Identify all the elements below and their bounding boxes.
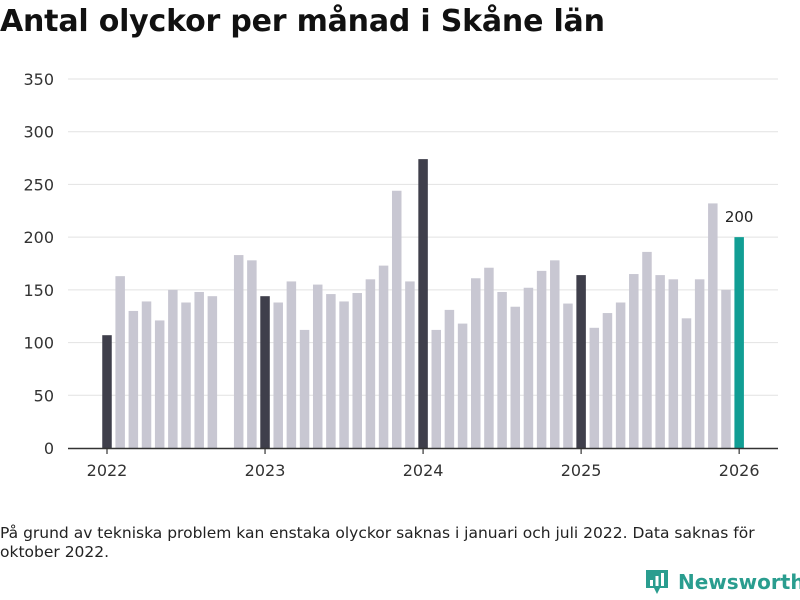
- bar-2024-06: [484, 267, 494, 448]
- bar-2024-08: [510, 306, 521, 448]
- latest-value-label: 200: [725, 208, 754, 226]
- bar-2024-03: [444, 309, 455, 448]
- bar-2023-06: [326, 294, 336, 448]
- bar-2022-02: [115, 276, 125, 448]
- bar-2023-05: [312, 284, 323, 448]
- bar-2023-09: [365, 279, 376, 448]
- bar-2022-05: [154, 320, 165, 448]
- bar-2022-11: [233, 255, 244, 448]
- data-labels: 200: [725, 208, 754, 226]
- x-tick-label: 2025: [561, 461, 602, 480]
- bar-2025-10: [694, 279, 705, 448]
- bar-2024-09: [523, 287, 534, 448]
- bar-2025-11: [708, 203, 718, 448]
- bar-2025-04: [615, 302, 626, 448]
- bar-2022-01: [102, 335, 112, 448]
- bar-2023-08: [352, 293, 362, 448]
- bar-2025-12: [721, 289, 731, 448]
- bar-2026-01: [734, 237, 744, 448]
- bar-2023-12: [405, 281, 415, 448]
- bar-2024-11: [550, 260, 560, 448]
- bar-2023-02: [273, 302, 283, 448]
- bar-2024-12: [563, 303, 573, 448]
- bar-2025-07: [655, 275, 665, 448]
- bar-2023-01: [260, 296, 270, 448]
- footnote: På grund av tekniska problem kan enstaka…: [0, 524, 755, 561]
- bar-2023-11: [391, 190, 402, 449]
- y-tick-label: 200: [23, 228, 54, 247]
- y-tick-label: 0: [44, 439, 54, 458]
- x-axis: 2022 2023 2024 2025 2026: [68, 447, 778, 480]
- y-tick-label: 250: [23, 175, 54, 194]
- bar-2023-10: [378, 265, 389, 448]
- bar-2024-10: [536, 270, 547, 448]
- chart-title: Antal olyckor per månad i Skåne län: [0, 4, 605, 39]
- x-tick-label: 2024: [403, 461, 444, 480]
- bar-2025-03: [602, 313, 613, 448]
- bar-2023-03: [286, 281, 297, 448]
- bar-2025-08: [668, 279, 679, 448]
- bar-2025-01: [576, 275, 586, 448]
- bar-2024-02: [431, 329, 441, 448]
- bar-2025-09: [681, 318, 692, 448]
- brand-name: Newsworthy: [678, 570, 800, 594]
- y-tick-label: 350: [23, 70, 54, 89]
- bar-2025-06: [642, 251, 652, 448]
- bar-chart-logo-icon: [646, 570, 668, 594]
- bar-2023-07: [339, 301, 349, 448]
- x-tick-label: 2022: [87, 461, 128, 480]
- bar-2022-04: [141, 301, 152, 448]
- bar-2023-04: [299, 329, 310, 448]
- x-tick-label: 2026: [719, 461, 760, 480]
- bar-2022-09: [207, 296, 218, 448]
- bar-2025-02: [589, 327, 600, 448]
- bar-2024-07: [497, 291, 507, 448]
- y-tick-label: 150: [23, 281, 54, 300]
- bar-2022-06: [168, 289, 178, 448]
- y-tick-label: 100: [23, 334, 54, 353]
- x-tick-label: 2023: [245, 461, 286, 480]
- bar-2024-01: [418, 159, 428, 448]
- y-tick-label: 50: [34, 386, 54, 405]
- y-tick-label: 300: [23, 123, 54, 142]
- bar-2022-03: [128, 310, 139, 448]
- bar-2025-05: [629, 274, 639, 448]
- bar-2024-05: [471, 278, 481, 448]
- bar-2022-12: [247, 260, 257, 448]
- y-axis-labels: 0 50 100 150 200 250 300 350: [23, 70, 54, 458]
- bar-2022-07: [181, 302, 191, 448]
- brand-logo[interactable]: Newsworthy: [644, 568, 800, 596]
- bar-2022-08: [194, 291, 204, 448]
- bars: [102, 159, 744, 449]
- bar-2024-04: [457, 323, 468, 448]
